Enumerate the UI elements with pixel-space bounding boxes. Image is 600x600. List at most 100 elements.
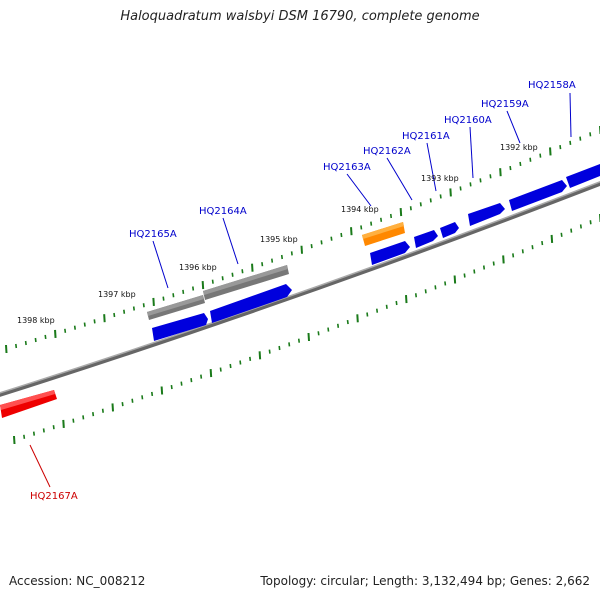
inner-tick: [453, 275, 457, 284]
inner-tick: [151, 391, 154, 397]
outer-tick: [409, 206, 412, 211]
outer-tick: [201, 281, 205, 290]
outer-tick: [300, 245, 303, 254]
inner-tick: [521, 249, 524, 254]
inner-tick: [52, 425, 55, 430]
inner-tick: [579, 224, 582, 229]
outer-tick: [419, 202, 422, 207]
outer-tick: [459, 186, 462, 191]
gene-label-hq2159a[interactable]: HQ2159A: [481, 99, 529, 110]
gene-block-hq2161a[interactable]: [440, 222, 459, 238]
outer-tick: [152, 297, 155, 306]
inner-tick: [82, 415, 85, 420]
feature-grey-2[interactable]: [203, 265, 289, 300]
outer-tick: [221, 276, 224, 281]
outer-tick: [142, 303, 145, 308]
inner-tick: [570, 228, 573, 233]
inner-tick: [92, 411, 95, 417]
gene-label-hq2162a[interactable]: HQ2162A: [363, 146, 411, 157]
outer-tick: [370, 221, 373, 226]
gene-block-hq2163a[interactable]: [370, 241, 410, 265]
outer-tick: [103, 314, 106, 323]
outer-tick: [83, 322, 86, 327]
tick-label-1395: 1395 kbp: [260, 235, 298, 244]
gene-block-hq2167a[interactable]: [0, 390, 57, 418]
inner-tick: [170, 384, 173, 390]
inner-tick: [560, 232, 563, 237]
inner-tick: [72, 418, 75, 423]
inner-tick: [180, 381, 183, 386]
gene-label-hq2161a[interactable]: HQ2161A: [402, 131, 450, 142]
inner-tick: [482, 265, 486, 270]
inner-tick: [219, 367, 222, 372]
tick-label-1396: 1396 kbp: [179, 263, 217, 272]
outer-tick: [64, 328, 67, 333]
inner-tick: [317, 331, 320, 336]
inner-tick: [32, 431, 36, 436]
inner-tick: [434, 285, 437, 290]
inner-tick-row: [13, 214, 600, 445]
inner-tick: [258, 351, 262, 360]
gene-block-hq2159a[interactable]: [509, 180, 567, 211]
outer-tick: [34, 337, 37, 343]
outer-tick: [24, 340, 27, 346]
inner-tick: [62, 419, 65, 429]
inner-tick: [121, 401, 124, 407]
inner-tick: [23, 434, 26, 439]
outer-tick: [469, 182, 472, 187]
gene-block-hq2162a[interactable]: [414, 230, 438, 248]
gene-label-hq2165a[interactable]: HQ2165A: [129, 229, 177, 240]
feature-orange[interactable]: [362, 222, 405, 246]
gene-label-hq2167a[interactable]: HQ2167A: [30, 491, 78, 502]
gene-label-hq2163a[interactable]: HQ2163A: [323, 162, 371, 173]
inner-tick: [42, 428, 45, 433]
outer-tick: [320, 240, 323, 245]
inner-tick: [473, 269, 476, 274]
gene-block-hq2158a[interactable]: [566, 164, 600, 188]
inner-tick: [278, 345, 281, 351]
outer-tick: [499, 168, 502, 177]
outer-tick: [439, 194, 442, 199]
tick-label-1394: 1394 kbp: [341, 205, 379, 214]
outer-tick: [44, 334, 47, 340]
gene-block-hq2164a[interactable]: [210, 284, 292, 323]
gene-label-hq2160a[interactable]: HQ2160A: [444, 115, 492, 126]
inner-tick: [550, 234, 554, 244]
outer-tick: [389, 213, 393, 219]
map-title: Haloquadratum walsbyi DSM 16790, complet…: [120, 9, 480, 24]
outer-tick: [489, 174, 492, 179]
tick-label-1393: 1393 kbp: [421, 174, 459, 183]
gene-block-hq2165a[interactable]: [152, 313, 208, 341]
outer-tick: [241, 269, 244, 274]
inner-tick: [385, 304, 388, 309]
outer-tick: [290, 251, 293, 256]
feature-grey-1[interactable]: [147, 295, 205, 320]
outer-tick: [5, 344, 8, 354]
genome-summary-text: Topology: circular; Length: 3,132,494 bp…: [260, 574, 590, 588]
outer-tick: [549, 147, 552, 156]
gene-label-hq2158a[interactable]: HQ2158A: [528, 80, 576, 91]
inner-tick: [395, 300, 398, 306]
outer-tick: [579, 136, 582, 141]
gene-block-hq2160a[interactable]: [468, 203, 505, 226]
inner-tick: [463, 273, 466, 278]
tick-label-1398: 1398 kbp: [17, 316, 55, 325]
inner-tick: [492, 261, 495, 266]
inner-tick: [200, 374, 203, 379]
inner-tick: [131, 398, 134, 403]
inner-tick: [589, 220, 592, 225]
gene-label-hq2164a[interactable]: HQ2164A: [199, 206, 247, 217]
inner-tick: [502, 255, 505, 264]
outer-tick: [360, 225, 363, 230]
outer-tick: [380, 217, 383, 222]
outer-tick: [73, 325, 76, 330]
outer-tick: [479, 178, 482, 183]
outer-tick: [330, 236, 333, 241]
genome-backbone: [0, 181, 600, 397]
outer-tick: [123, 309, 126, 314]
outer-tick: [350, 227, 353, 236]
outer-tick: [529, 157, 532, 162]
outer-tick: [211, 279, 214, 284]
outer-tick: [280, 254, 284, 260]
outer-tick: [251, 263, 254, 272]
